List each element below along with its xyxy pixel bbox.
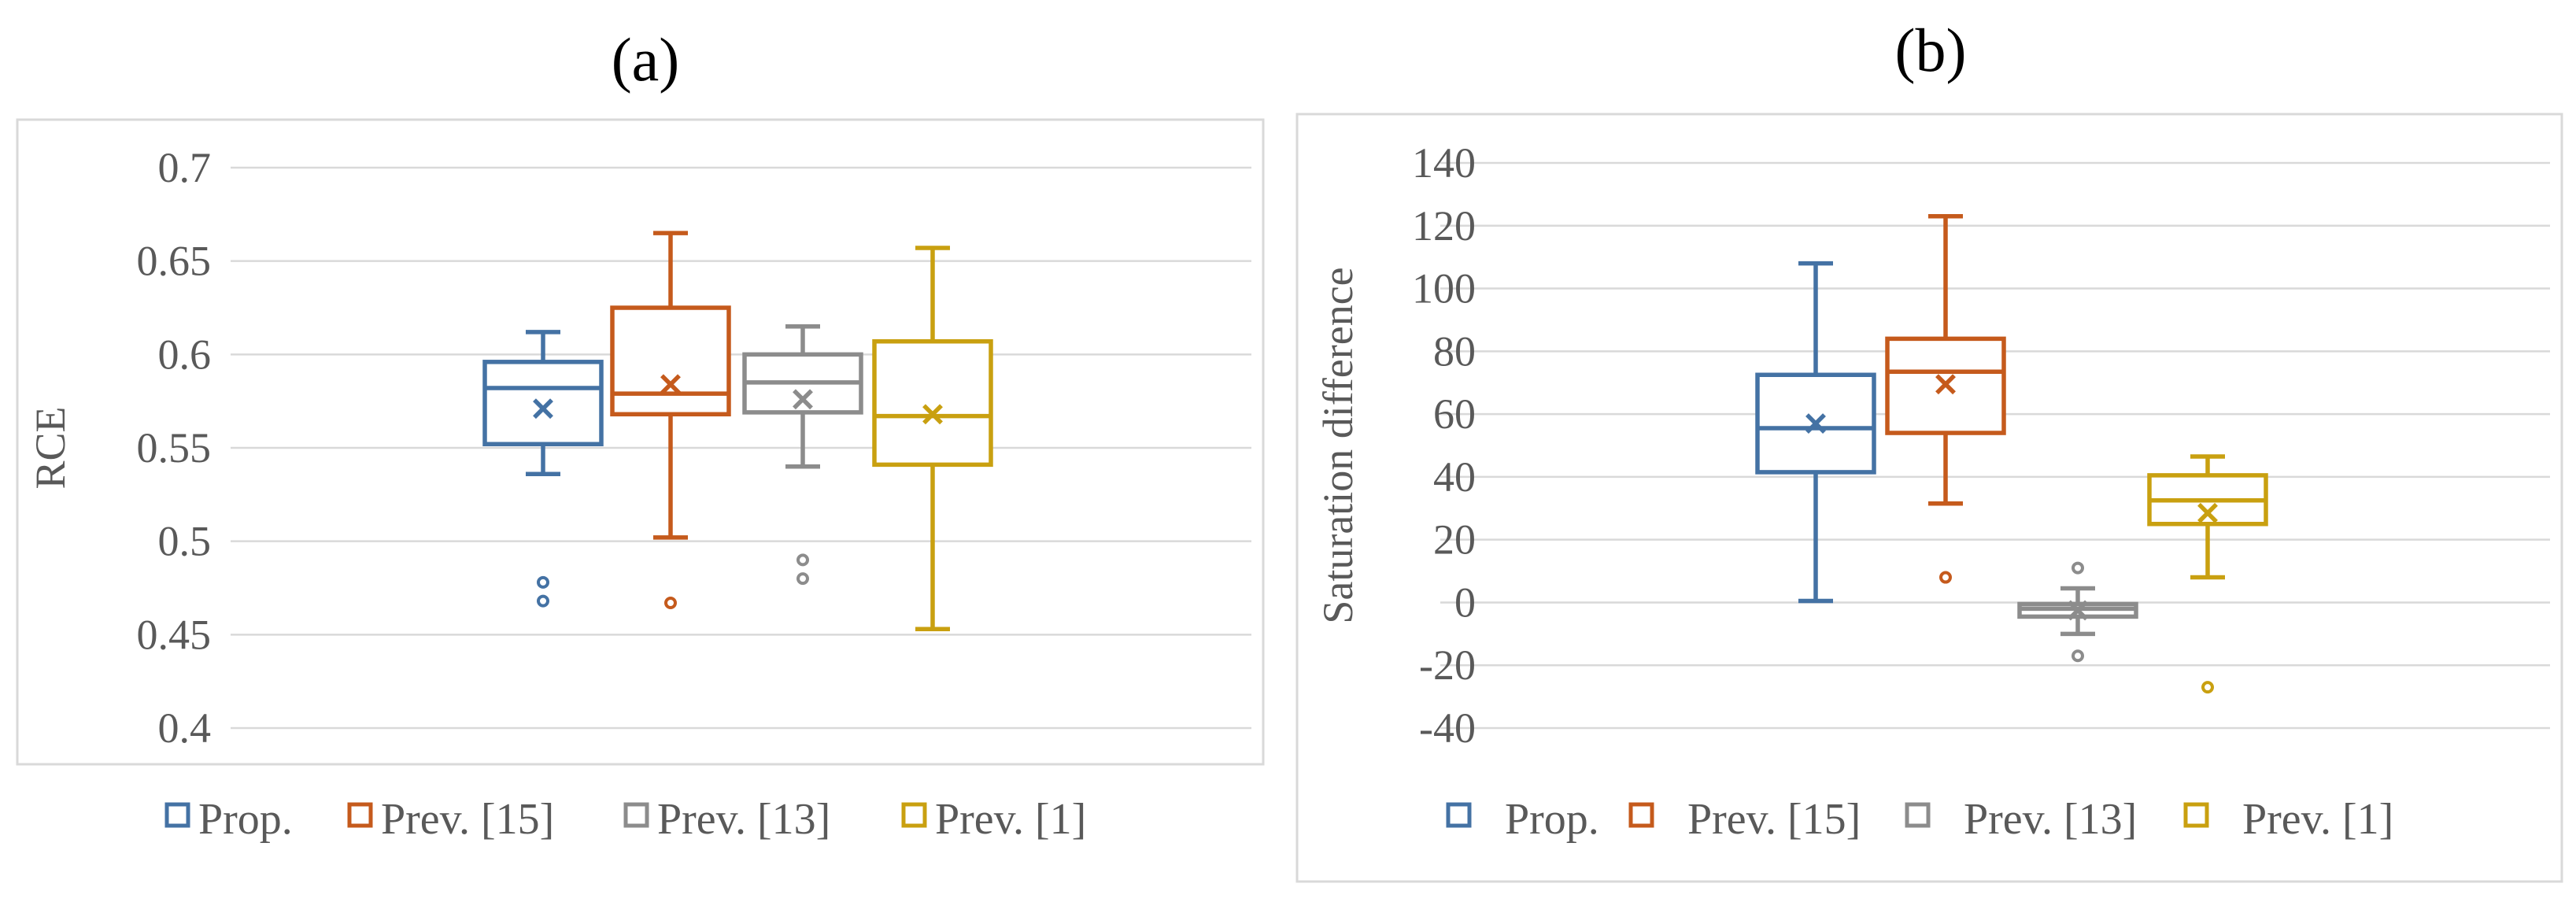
legend-swatch bbox=[1446, 802, 1472, 828]
outlier-point bbox=[2072, 561, 2084, 575]
legend-label: Prop. bbox=[198, 795, 293, 844]
y-tick-label: 0.6 bbox=[158, 331, 212, 378]
box-series bbox=[2147, 454, 2268, 694]
mean-marker bbox=[660, 374, 681, 395]
box-series bbox=[610, 231, 731, 609]
chart-panel-a: 0.4 0.45 0.5 0.55 0.6 0.65 0.7 RCE Prop. Prev. [1… bbox=[16, 118, 1265, 844]
legend-swatch bbox=[347, 802, 373, 828]
legend-label: Prev. [13] bbox=[657, 795, 830, 844]
mean-marker bbox=[1935, 374, 1956, 395]
outlier-point bbox=[537, 575, 549, 589]
mean-marker bbox=[1805, 413, 1826, 434]
mean-marker bbox=[2197, 502, 2218, 523]
y-tick-label: 20 bbox=[1433, 516, 1476, 564]
mean-marker bbox=[793, 389, 813, 410]
legend-label: Prop. bbox=[1505, 795, 1599, 844]
panel-frame bbox=[1295, 113, 2563, 883]
legend-swatch bbox=[901, 802, 927, 828]
legend-label: Prev. [1] bbox=[2242, 795, 2393, 844]
y-tick-label: 0.65 bbox=[137, 238, 212, 285]
outlier-point bbox=[537, 594, 549, 608]
y-axis-label: Saturation difference bbox=[1314, 267, 1362, 623]
legend-swatch bbox=[1628, 802, 1654, 828]
mean-marker bbox=[2068, 600, 2088, 621]
box-series bbox=[742, 323, 863, 586]
mean-marker bbox=[922, 404, 943, 425]
outlier-point bbox=[796, 572, 809, 586]
legend-label: Prev. [15] bbox=[381, 795, 554, 844]
outlier-point bbox=[2072, 649, 2084, 663]
iqr-box bbox=[610, 305, 731, 417]
panel-frame bbox=[16, 118, 1265, 766]
legend-swatch bbox=[164, 802, 190, 828]
y-tick-label: 60 bbox=[1433, 390, 1476, 438]
y-tick-label: 0.5 bbox=[158, 518, 212, 565]
iqr-box bbox=[872, 338, 993, 468]
y-axis-label: RCE bbox=[27, 406, 74, 489]
y-tick-label: 0.55 bbox=[137, 424, 212, 471]
y-tick-label: 120 bbox=[1412, 202, 1476, 250]
mean-marker bbox=[533, 398, 553, 420]
panel-a-title: (a) bbox=[612, 25, 680, 94]
box-series bbox=[2017, 561, 2138, 663]
y-tick-label: 140 bbox=[1412, 139, 1476, 187]
y-tick-label: -20 bbox=[1419, 641, 1476, 689]
legend-label: Prev. [15] bbox=[1687, 795, 1861, 844]
box-series bbox=[1755, 261, 1876, 604]
legend-swatch bbox=[623, 802, 649, 828]
y-tick-label: 0.7 bbox=[158, 144, 212, 191]
chart-panel-b: -40 -20 0 20 40 60 80 100 120 140 Saturation diffe… bbox=[1295, 113, 2563, 883]
panel-b-title: (b) bbox=[1895, 16, 1967, 84]
y-tick-label: 80 bbox=[1433, 327, 1476, 375]
legend-swatch bbox=[1905, 802, 1931, 828]
y-tick-label: -40 bbox=[1419, 704, 1476, 752]
legend-swatch bbox=[2183, 802, 2209, 828]
outlier-point bbox=[664, 596, 677, 609]
legend-label: Prev. [13] bbox=[1964, 795, 2137, 844]
box-series bbox=[482, 330, 604, 608]
legend-label: Prev. [1] bbox=[935, 795, 1086, 844]
y-tick-label: 0 bbox=[1454, 579, 1476, 626]
outlier-point bbox=[2201, 681, 2214, 694]
y-tick-label: 0.45 bbox=[137, 611, 212, 658]
y-tick-label: 0.4 bbox=[158, 704, 212, 752]
y-tick-label: 40 bbox=[1433, 453, 1476, 501]
outlier-point bbox=[1939, 571, 1952, 584]
y-tick-label: 100 bbox=[1412, 265, 1476, 312]
iqr-box bbox=[482, 360, 604, 447]
box-series bbox=[1885, 214, 2006, 584]
outlier-point bbox=[796, 553, 809, 567]
box-series bbox=[872, 246, 993, 631]
